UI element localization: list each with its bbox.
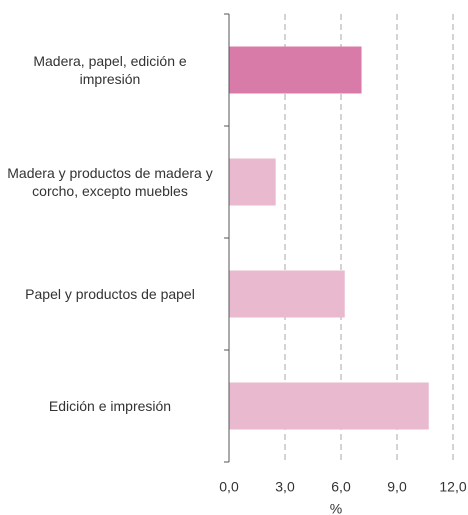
x-tick-label: 9,0 xyxy=(387,479,407,495)
bar xyxy=(229,270,345,318)
y-tick-label: Madera, papel, edición e impresión xyxy=(33,53,187,87)
x-axis-label: % xyxy=(330,501,342,515)
x-tick-label: 3,0 xyxy=(275,479,295,495)
y-tick-label: Madera y productos de madera y corcho, e… xyxy=(7,165,213,199)
bar xyxy=(229,46,362,94)
x-tick-label: 12,0 xyxy=(439,479,466,495)
y-tick-label: Papel y productos de papel xyxy=(25,286,195,302)
bar xyxy=(229,158,276,206)
x-tick-label: 0,0 xyxy=(219,479,239,495)
y-tick-label: Edición e impresión xyxy=(48,398,172,414)
x-tick-label: 6,0 xyxy=(331,479,351,495)
bar xyxy=(229,382,429,430)
